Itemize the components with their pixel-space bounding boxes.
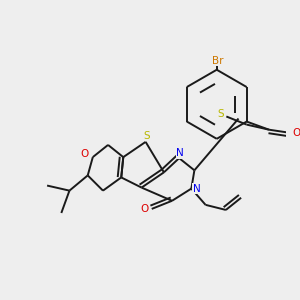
Text: O: O <box>140 204 149 214</box>
Text: N: N <box>176 148 184 158</box>
Text: Br: Br <box>212 56 224 66</box>
Text: O: O <box>292 128 300 138</box>
Text: S: S <box>143 131 150 141</box>
Text: O: O <box>81 149 89 159</box>
Text: N: N <box>193 184 200 194</box>
Text: S: S <box>217 110 224 119</box>
